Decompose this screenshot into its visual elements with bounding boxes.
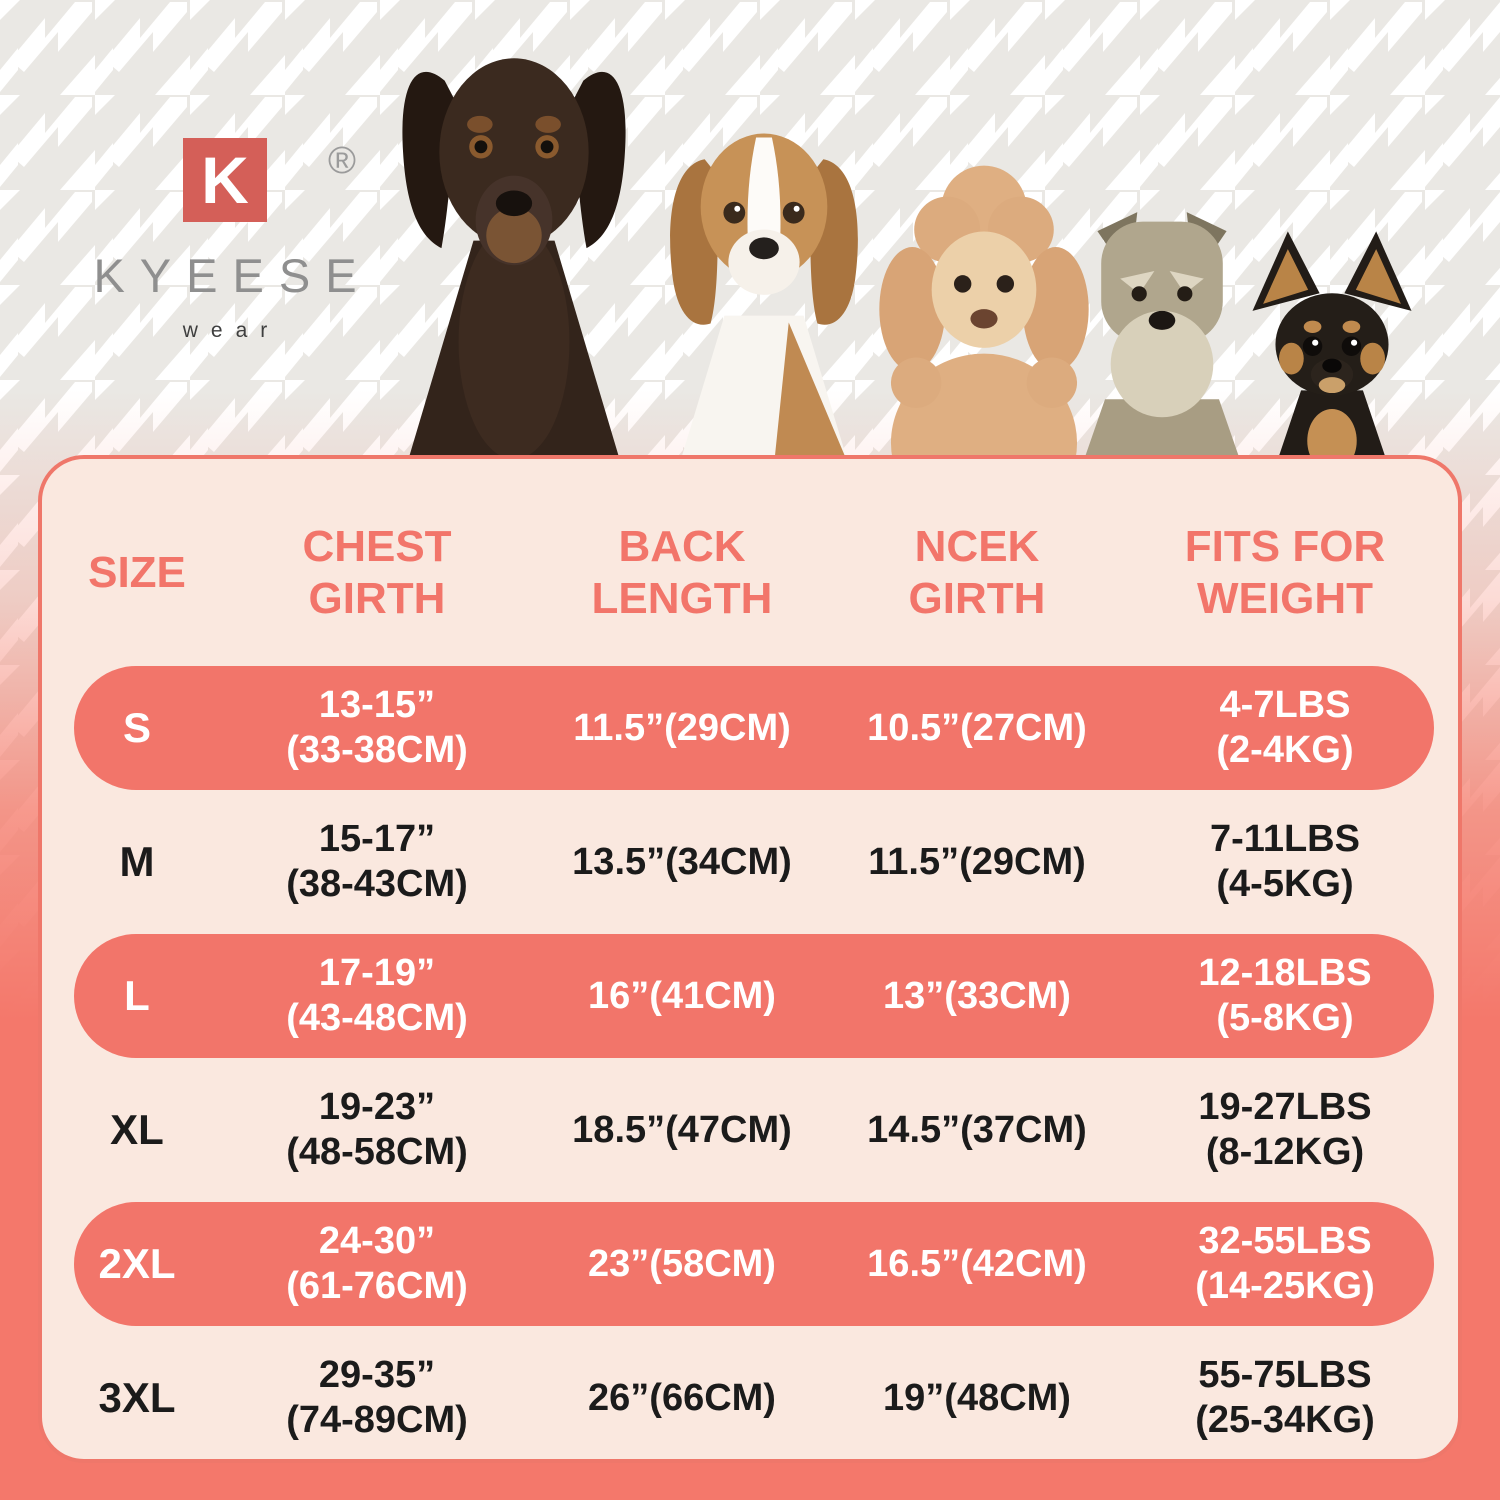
back-length-value: 18.5”(47CM) [572,1108,792,1151]
header-chest-girth: CHEST GIRTH [302,522,452,623]
table-row-xl: XL 19-23” (48-58CM) 18.5”(47CM) 14.5”(37C… [42,1063,1458,1197]
size-chart-panel: SIZE CHEST GIRTH BACK LENGTH NCEK GIRTH FIT… [38,455,1462,1463]
weight-value: 55-75LBS (25-34KG) [1195,1354,1375,1441]
brand-subtitle: wear [182,319,281,342]
logo-k-icon: K [183,138,267,222]
table-row-m: M 15-17” (38-43CM) 13.5”(34CM) 11.5”(29CM… [42,795,1458,929]
back-length-value: 11.5”(29CM) [573,706,791,749]
table-row-l: L 17-19” (43-48CM) 16”(41CM) 13”(33CM) 12… [42,929,1458,1063]
row-highlight-pill [74,666,1434,790]
neck-girth-value: 16.5”(42CM) [867,1242,1087,1285]
chihuahua-dog-icon [1252,231,1412,473]
header-neck-girth: NCEK GIRTH [908,522,1046,623]
back-length-value: 23”(58CM) [588,1242,776,1285]
back-length-value: 16”(41CM) [588,974,776,1017]
chest-girth-value: 13-15” (33-38CM) [286,684,468,771]
neck-girth-value: 14.5”(37CM) [867,1108,1087,1151]
brand-name: KYEESE [93,249,372,302]
brand-logo: K ® KYEESE wear [72,138,378,343]
size-label: L [124,972,150,1019]
header-size: SIZE [88,548,186,598]
schnauzer-dog-icon [1080,212,1244,471]
neck-girth-value: 11.5”(29CM) [868,840,1086,883]
weight-value: 4-7LBS (2-4KG) [1216,684,1354,771]
size-label: S [122,704,151,751]
poodle-dog-icon [879,165,1089,476]
table-row-2xl: 2XL 24-30” (61-76CM) 23”(58CM) 16.5”(42CM… [42,1197,1458,1331]
weight-value: 32-55LBS (14-25KG) [1195,1220,1375,1307]
weight-value: 7-11LBS (4-5KG) [1210,818,1360,905]
size-chart-header-row: SIZE CHEST GIRTH BACK LENGTH NCEK GIRTH FIT… [42,485,1458,661]
back-length-value: 13.5”(34CM) [572,840,792,883]
size-label: 3XL [98,1374,176,1421]
chest-girth-value: 29-35” (74-89CM) [286,1354,468,1441]
size-label: XL [110,1106,164,1153]
row-highlight-pill [74,1202,1434,1326]
neck-girth-value: 10.5”(27CM) [867,706,1087,749]
registered-trademark-icon: ® [328,140,356,182]
size-label: M [119,838,155,885]
beagle-dog-icon [670,133,858,466]
doberman-dog-icon [402,58,626,470]
chest-girth-value: 15-17” (38-43CM) [286,818,468,905]
table-row-3xl: 3XL 29-35” (74-89CM) 26”(66CM) 19”(48CM) … [42,1331,1458,1465]
row-highlight-pill [74,934,1434,1058]
size-label: 2XL [98,1240,176,1287]
back-length-value: 26”(66CM) [588,1376,776,1419]
neck-girth-value: 19”(48CM) [883,1376,1071,1419]
chest-girth-value: 24-30” (61-76CM) [286,1220,468,1307]
table-row-s: S 13-15” (33-38CM) 11.5”(29CM) 10.5”(27CM… [42,661,1458,795]
chest-girth-value: 17-19” (43-48CM) [286,952,468,1039]
header-fits-for-weight: FITS FOR WEIGHT [1184,522,1386,623]
weight-value: 19-27LBS (8-12KG) [1198,1086,1372,1173]
neck-girth-value: 13”(33CM) [883,974,1071,1017]
weight-value: 12-18LBS (5-8KG) [1198,952,1372,1039]
header-back-length: BACK LENGTH [591,522,773,623]
chest-girth-value: 19-23” (48-58CM) [286,1086,468,1173]
